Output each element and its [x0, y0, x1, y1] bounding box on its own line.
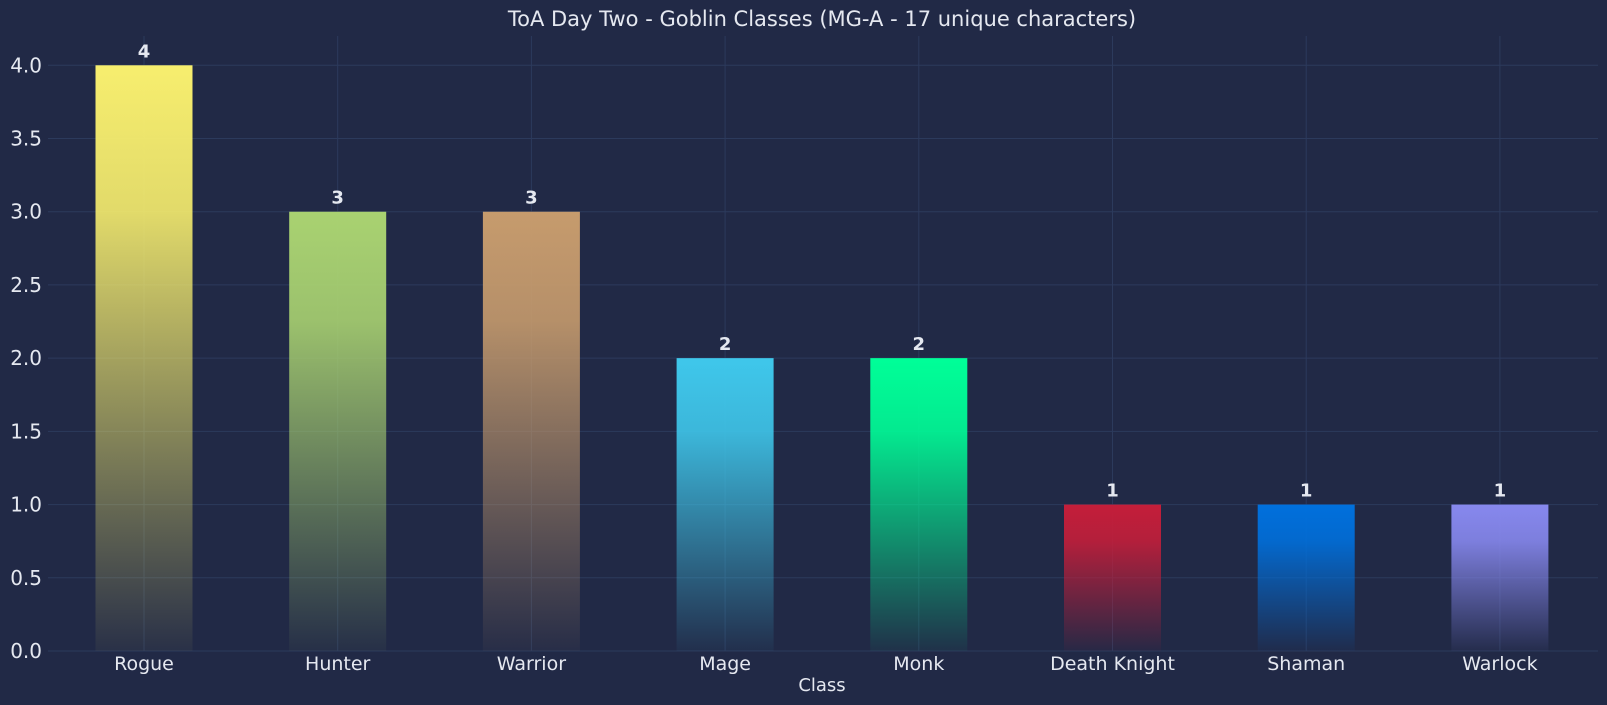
y-tick-label: 4.0	[10, 53, 42, 77]
x-tick-label: Death Knight	[1050, 653, 1175, 675]
y-tick-label: 1.0	[10, 493, 42, 517]
bar-shaman	[1257, 504, 1355, 651]
bars	[95, 65, 1549, 652]
bar-monk	[870, 358, 968, 651]
value-label: 2	[719, 334, 732, 355]
y-tick-label: 0.5	[10, 566, 42, 590]
x-axis-label: Class	[798, 675, 845, 696]
value-label: 1	[1494, 481, 1507, 502]
value-label: 1	[1106, 481, 1119, 502]
x-tick-label: Hunter	[305, 653, 371, 675]
y-tick-label: 1.5	[10, 419, 42, 443]
chart-title: ToA Day Two - Goblin Classes (MG-A - 17 …	[507, 7, 1136, 31]
x-tick-label: Monk	[893, 653, 944, 675]
bar-hunter	[289, 211, 387, 651]
x-tick-label: Mage	[699, 653, 751, 675]
y-tick-label: 3.5	[10, 127, 42, 151]
x-axis-ticks: Rogue Hunter Warrior Mage Monk Death Knight Sh…	[114, 653, 1537, 675]
bar-warrior	[482, 211, 580, 651]
y-tick-label: 3.0	[10, 200, 42, 224]
x-tick-label: Warlock	[1462, 653, 1537, 675]
y-tick-label: 2.0	[10, 346, 42, 370]
y-axis-ticks: 0.0 0.5 1.0 1.5 2.0 2.5 3.0 3.5 4.0	[10, 53, 42, 663]
bar-death-knight	[1064, 504, 1161, 651]
value-label: 4	[138, 41, 151, 62]
bar-rogue	[95, 65, 193, 652]
value-label: 1	[1300, 481, 1313, 502]
value-label: 2	[913, 334, 926, 355]
y-tick-label: 2.5	[10, 273, 42, 297]
value-labels: 4 3 3 2 2 1 1 1	[138, 41, 1506, 501]
value-label: 3	[331, 188, 344, 209]
y-tick-label: 0.0	[10, 639, 42, 663]
bar-warlock	[1451, 504, 1549, 651]
x-tick-label: Warrior	[497, 653, 566, 675]
x-tick-label: Shaman	[1267, 653, 1345, 675]
value-label: 3	[525, 188, 538, 209]
x-tick-label: Rogue	[114, 653, 174, 675]
bar-mage	[676, 358, 774, 651]
